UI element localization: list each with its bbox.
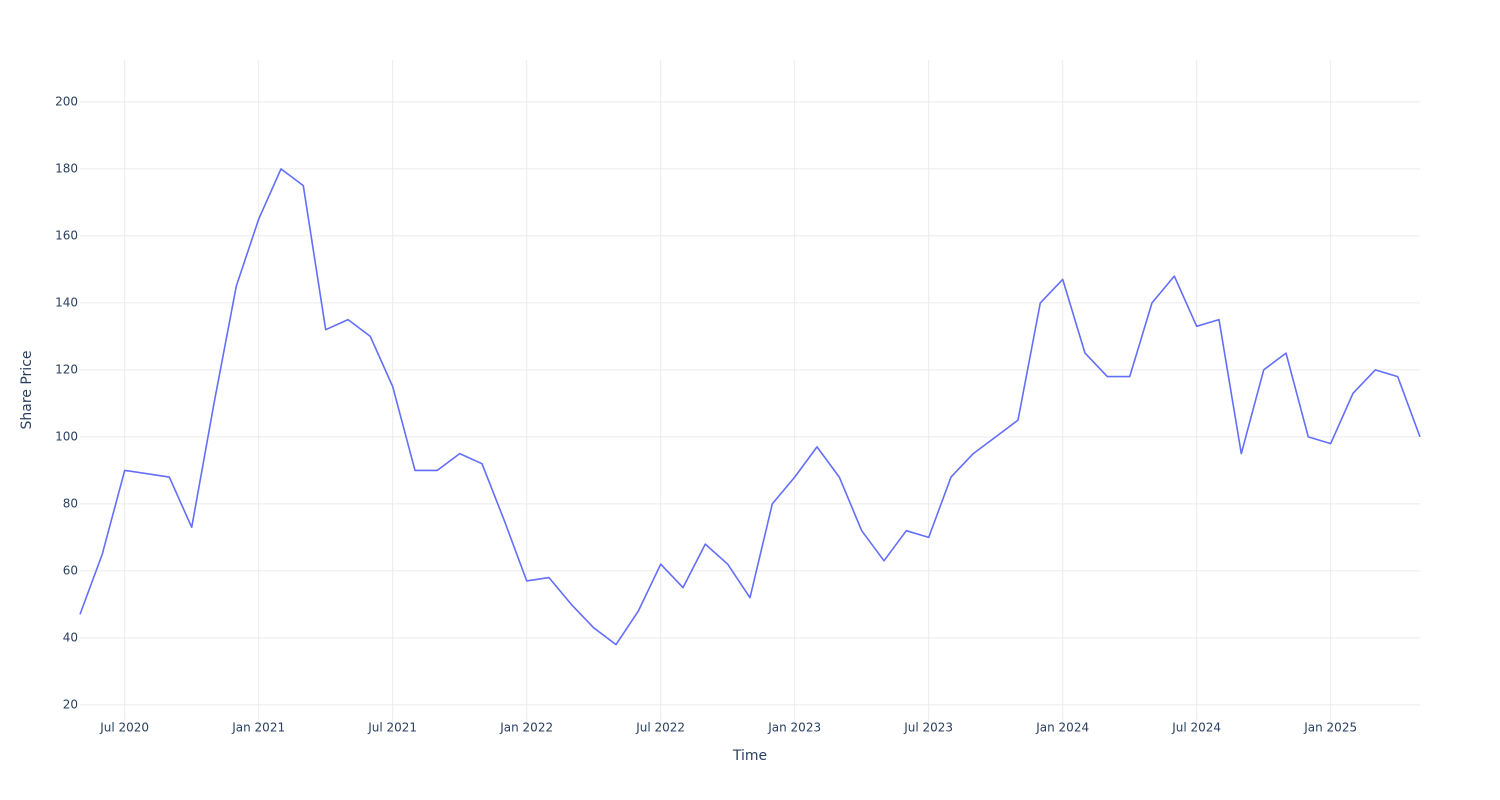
y-tick-label: 20 [63, 697, 78, 711]
y-tick-label: 40 [63, 630, 78, 644]
x-tick-label: Jan 2023 [767, 721, 821, 735]
price-line [79, 168, 1421, 646]
x-tick-label: Jul 2021 [367, 721, 417, 735]
y-tick-label: 80 [63, 496, 78, 510]
y-tick-label: 180 [55, 161, 78, 175]
y-tick-label: 200 [55, 94, 78, 108]
x-tick-label: Jul 2023 [903, 721, 953, 735]
y-axis-title: Share Price [19, 350, 35, 429]
x-tick-label: Jan 2022 [499, 721, 553, 735]
x-tick-label: Jan 2024 [1035, 721, 1089, 735]
y-tick-label: 60 [63, 563, 78, 577]
x-tick-label: Jul 2022 [635, 721, 685, 735]
y-tick-label: 160 [55, 228, 78, 242]
y-tick-label: 100 [55, 429, 78, 443]
x-tick-label: Jul 2020 [99, 721, 149, 735]
x-tick-label: Jul 2024 [1171, 721, 1221, 735]
x-tick-label: Jan 2021 [231, 721, 285, 735]
y-tick-label: 140 [55, 295, 78, 309]
y-tick-label: 120 [55, 362, 78, 376]
x-tick-label: Jan 2025 [1303, 721, 1357, 735]
x-axis-title: Time [732, 748, 767, 764]
